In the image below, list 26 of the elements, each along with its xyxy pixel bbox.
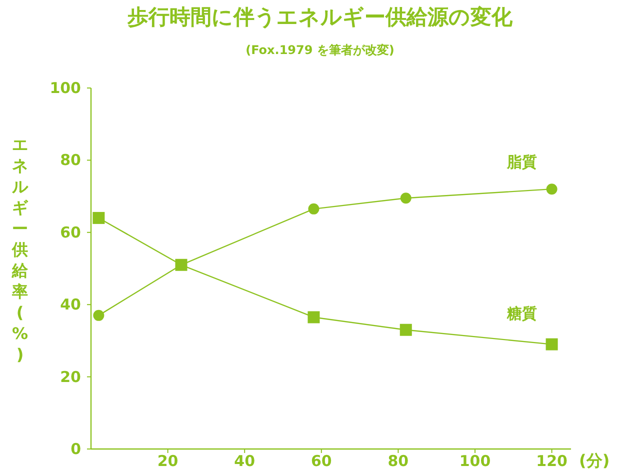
series-label: 脂質 bbox=[506, 153, 537, 172]
y-tick-label: 0 bbox=[70, 440, 81, 458]
text: エネルギー供給率(%) bbox=[12, 135, 28, 364]
chart-title: 歩行時間に伴うエネルギー供給源の変化 bbox=[126, 5, 514, 29]
point bbox=[308, 311, 320, 324]
point bbox=[92, 212, 105, 224]
y-tick-label: 20 bbox=[60, 368, 81, 386]
y-tick-label: 100 bbox=[50, 79, 81, 97]
x-tick-label: 60 bbox=[310, 452, 332, 469]
point bbox=[546, 338, 558, 350]
x-tick-label: 100 bbox=[459, 452, 491, 469]
x-tick-label: 40 bbox=[234, 452, 256, 469]
point bbox=[93, 310, 104, 321]
series-label: 糖質 bbox=[506, 304, 537, 322]
point bbox=[400, 192, 412, 204]
point bbox=[308, 203, 320, 214]
x-tick-label: 20 bbox=[157, 452, 178, 469]
chart-subtitle: (Fox.1979 を筆者が改変) bbox=[246, 43, 394, 57]
x-tick-label: 80 bbox=[388, 452, 409, 469]
point bbox=[546, 184, 558, 195]
y-tick-label: 40 bbox=[60, 296, 81, 314]
point bbox=[400, 324, 412, 336]
x-axis-title: (分) bbox=[579, 451, 610, 469]
x-tick-label: 120 bbox=[536, 452, 568, 469]
y-tick-label: 80 bbox=[60, 151, 81, 170]
y-tick-label: 60 bbox=[60, 223, 81, 242]
